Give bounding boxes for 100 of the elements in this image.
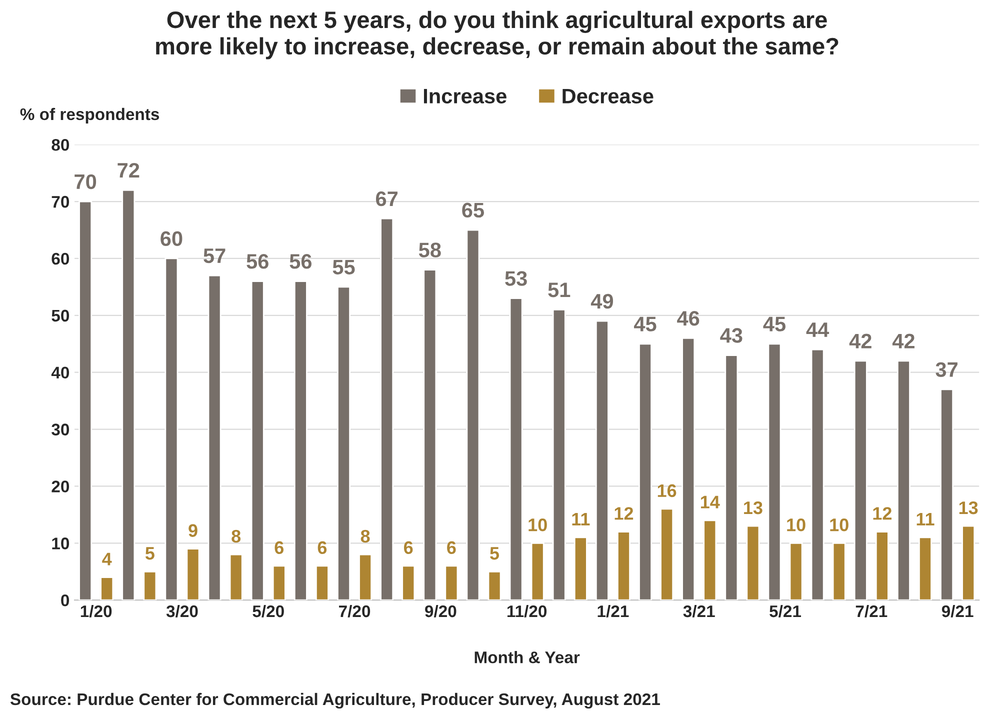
bar: [896, 360, 910, 600]
x-tick-label: 3/20: [166, 604, 198, 618]
legend-label: Decrease: [562, 88, 654, 104]
bar: [164, 258, 178, 600]
data-label: 8: [232, 530, 241, 543]
data-label: 67: [376, 191, 398, 206]
bar: [488, 570, 502, 600]
bar: [337, 286, 350, 600]
y-tick-label: 80: [52, 139, 70, 151]
data-label: 9: [188, 524, 198, 537]
bar: [466, 229, 480, 600]
x-tick-label: 5/21: [770, 604, 802, 618]
data-label: 65: [462, 202, 484, 218]
data-label: 45: [763, 316, 786, 332]
bar: [660, 508, 674, 600]
data-label: 6: [274, 541, 284, 554]
y-tick-label: 40: [51, 366, 70, 379]
data-label: 10: [830, 518, 848, 532]
data-label: 6: [404, 541, 413, 554]
data-label: 56: [290, 254, 312, 269]
bar: [875, 531, 889, 600]
data-label: 55: [332, 260, 355, 274]
bar: [509, 298, 523, 600]
data-label: 16: [658, 484, 676, 498]
chart-title: Over the next 5 years, do you think agricultural exports are more likely to increase, decrease, or remain about the same?: [156, 10, 838, 60]
data-label: 51: [548, 282, 570, 298]
bar: [380, 218, 394, 600]
bar: [746, 525, 760, 600]
bar: [402, 565, 416, 600]
bar: [832, 542, 846, 600]
x-tick-label: 9/20: [425, 604, 456, 618]
data-label: 11: [916, 512, 934, 526]
bar: [78, 200, 92, 600]
bar: [682, 337, 696, 600]
data-label: 13: [959, 501, 978, 514]
bar: [250, 280, 264, 600]
bar: [552, 309, 566, 600]
bar: [423, 269, 437, 600]
bar: [122, 189, 136, 600]
data-label: 13: [744, 501, 762, 514]
data-label: 42: [892, 334, 914, 348]
bar: [918, 536, 932, 600]
bar: [100, 576, 114, 600]
x-tick-label: 7/20: [339, 604, 370, 618]
bar: [940, 388, 954, 600]
data-label: 72: [118, 162, 140, 178]
data-label: 56: [246, 254, 268, 269]
bar: [229, 554, 243, 600]
x-tick-label: 3/21: [683, 604, 715, 618]
y-axis-title: % of respondents: [20, 108, 160, 124]
data-label: 14: [700, 496, 720, 508]
bar: [208, 274, 222, 600]
source-note: Source: Purdue Center for Commercial Agriculture, Producer Survey, August 2021: [10, 692, 660, 709]
y-tick-label: 50: [52, 310, 70, 322]
data-label: 5: [145, 547, 154, 560]
bar: [315, 565, 329, 600]
bar: [444, 565, 458, 600]
data-label: 53: [505, 271, 527, 286]
y-tick-label: 0: [61, 594, 70, 606]
bar: [962, 525, 976, 600]
data-label: 6: [318, 541, 327, 554]
y-tick-label: 30: [52, 424, 70, 436]
data-label: 37: [936, 362, 958, 378]
data-label: 70: [74, 174, 96, 190]
bar: [186, 548, 200, 600]
data-label: 10: [528, 518, 547, 532]
bar: [574, 536, 588, 600]
data-label: 49: [590, 294, 614, 309]
bar: [703, 520, 717, 600]
data-label: 57: [204, 248, 226, 264]
data-label: 58: [418, 242, 441, 258]
x-tick-label: 9/21: [942, 604, 974, 618]
y-tick-label: 70: [52, 196, 70, 208]
x-tick-label: 11/20: [507, 604, 547, 618]
data-label: 11: [572, 512, 590, 526]
bar: [143, 570, 157, 600]
data-label: 6: [447, 541, 456, 554]
data-label: 10: [787, 518, 806, 532]
x-tick-label: 1/20: [80, 604, 112, 618]
data-label: 60: [160, 231, 182, 246]
y-tick-label: 60: [52, 252, 70, 265]
bar: [768, 343, 782, 600]
data-label: 12: [873, 507, 892, 520]
data-label: 5: [490, 547, 500, 560]
data-label: 42: [849, 334, 872, 348]
bar: [358, 554, 372, 600]
bar: [294, 280, 308, 600]
x-tick-label: 7/21: [856, 604, 888, 618]
bar: [595, 320, 609, 600]
bar: [810, 348, 824, 600]
y-tick-label: 20: [52, 480, 70, 492]
x-axis-title: Month & Year: [474, 651, 580, 664]
data-label: 43: [720, 328, 742, 343]
x-tick-label: 5/20: [252, 604, 284, 618]
data-label: 44: [806, 322, 830, 337]
data-label: 45: [634, 316, 656, 332]
x-tick-label: 1/21: [598, 604, 629, 618]
bar: [617, 531, 630, 600]
y-tick-label: 10: [52, 538, 70, 550]
data-label: 12: [614, 507, 634, 520]
